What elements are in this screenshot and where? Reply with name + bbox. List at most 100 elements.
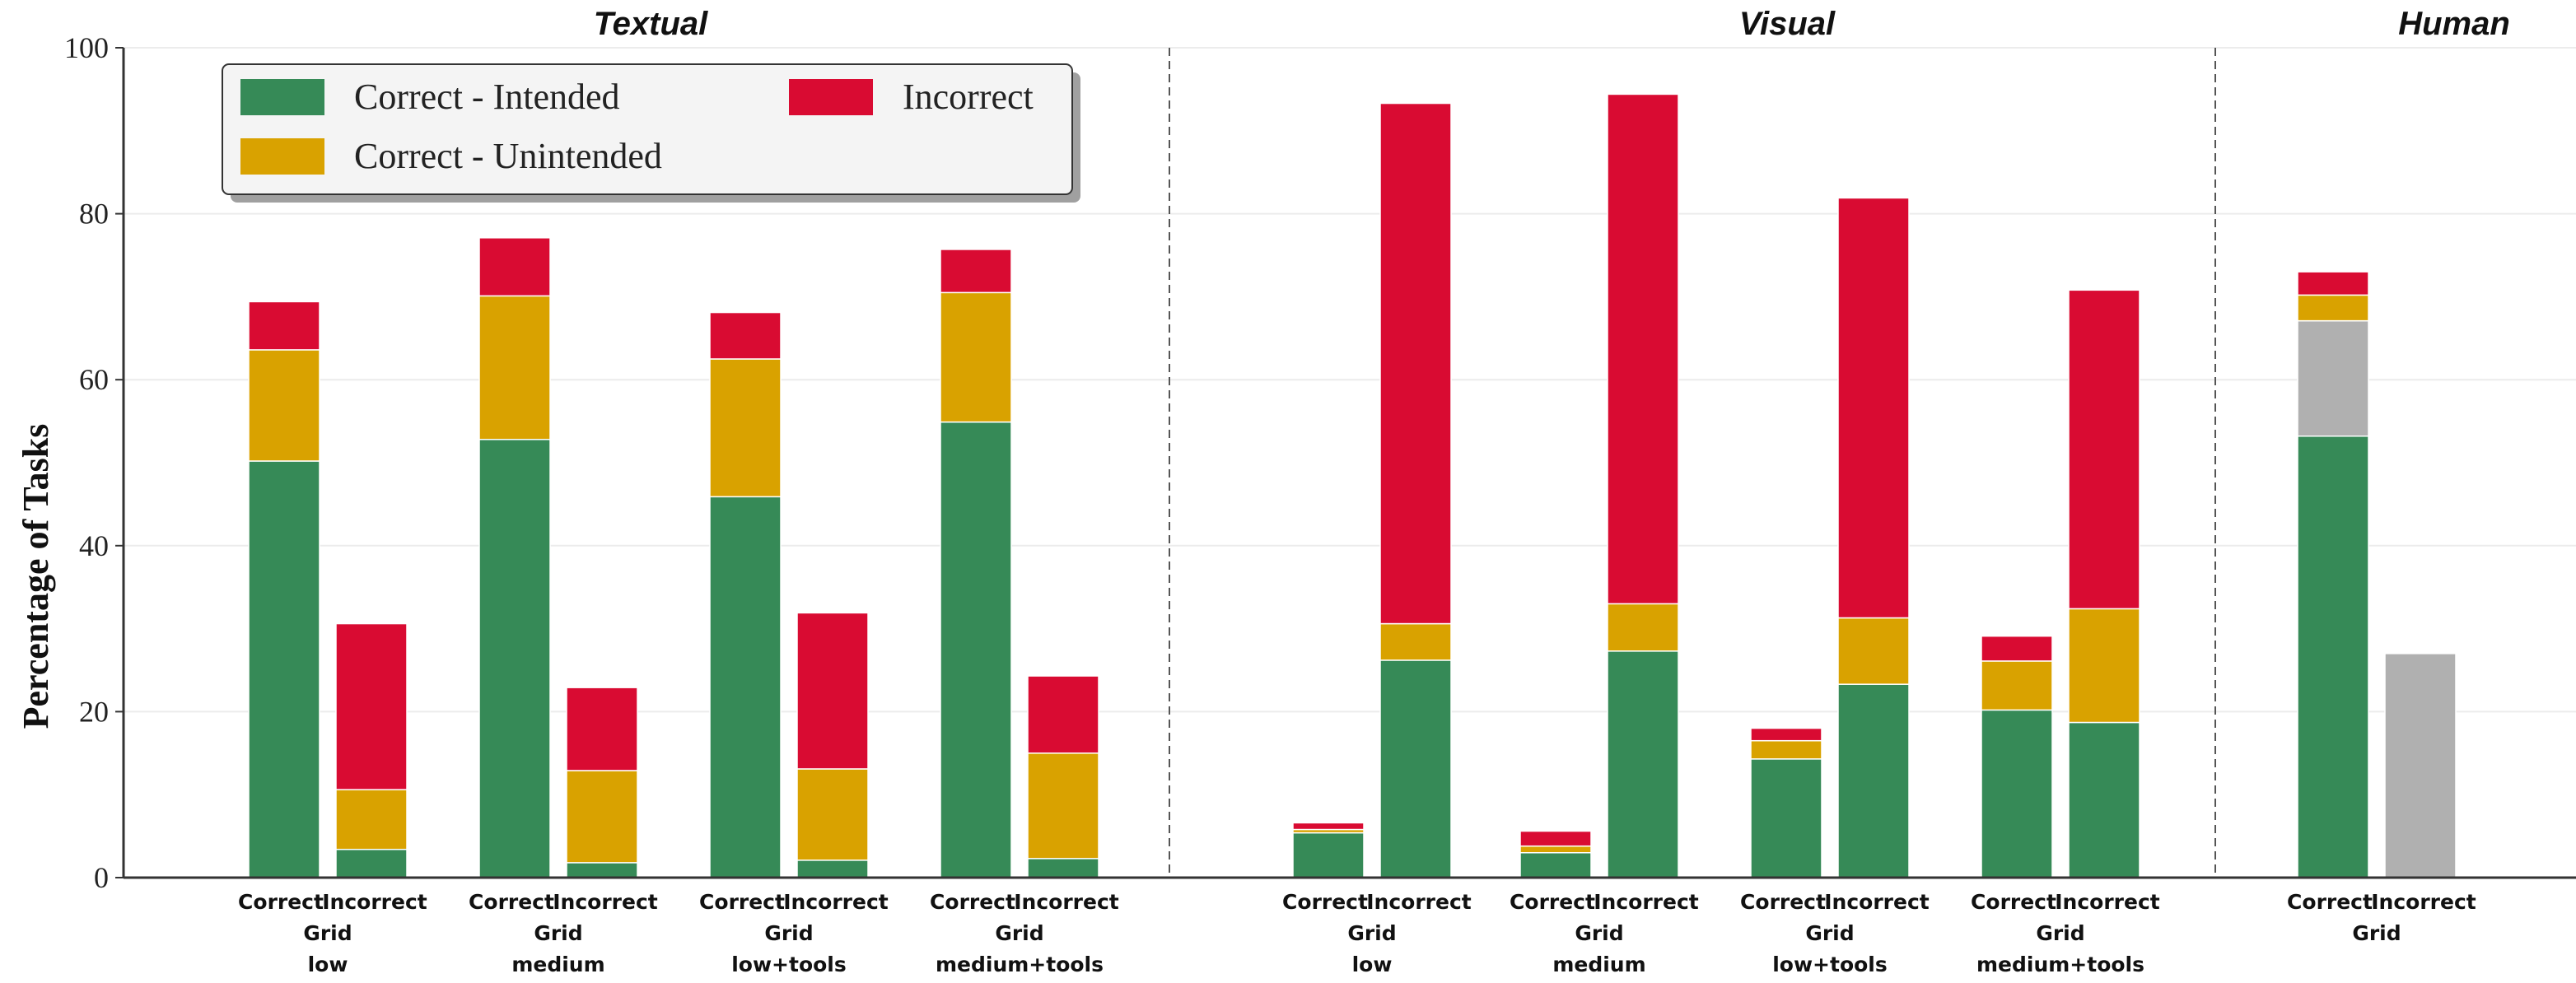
bar-label: Incorrect: [1366, 890, 1472, 914]
bar-segment-unintended: [796, 768, 869, 861]
group-label: Grid: [1347, 921, 1396, 945]
bar-segment-intended: [566, 862, 638, 878]
bar-segment-unintended: [1379, 622, 1452, 661]
bar-segment-intended: [478, 439, 551, 878]
bar-segment-incorrect: [566, 687, 638, 771]
bar-segment-incorrect: [1519, 830, 1592, 847]
legend-label: Incorrect: [903, 77, 1034, 117]
bar-label: Correct: [469, 890, 554, 914]
y-tick-label: 80: [79, 198, 109, 231]
bar-label: Correct: [930, 890, 1015, 914]
bar-segment-incorrect: [1027, 675, 1099, 754]
bar-segment-unintended: [1607, 603, 1679, 652]
legend-label: Correct - Unintended: [354, 136, 662, 176]
bar-segment-intended: [1027, 858, 1099, 878]
y-axis-ticks: 0 20 40 60 80 100: [64, 31, 124, 894]
bar-segment-intended: [2297, 435, 2369, 878]
bar-segment-intended: [1750, 758, 1822, 878]
group-label: Grid: [303, 921, 352, 945]
bar-segment-incorrect: [2068, 289, 2140, 610]
bar-segment-unintended: [1027, 752, 1099, 860]
bar-segment-incorrect: [478, 237, 551, 297]
bars: [248, 93, 2457, 878]
section-title: Textual: [594, 6, 708, 42]
bar-label: Incorrect: [1824, 890, 1930, 914]
group-label: Grid: [2036, 921, 2084, 945]
bar-label: Incorrect: [783, 890, 889, 914]
bar-segment-intended: [940, 421, 1012, 878]
bar-label: Correct: [1282, 890, 1368, 914]
group-label: medium+tools: [936, 953, 1104, 976]
y-tick-label: 100: [64, 31, 109, 64]
group-label: Grid: [995, 921, 1043, 945]
bar-segment-unintended: [1981, 660, 2053, 711]
bar-segment-intended: [1837, 683, 1910, 878]
bar-segment-incorrect: [1837, 197, 1910, 619]
y-tick-label: 40: [79, 529, 109, 562]
bar-label: Correct: [1510, 890, 1595, 914]
bar-segment-unintended: [335, 789, 408, 850]
bar-segment-intended: [1292, 832, 1365, 878]
bar-segment-unintended: [1750, 739, 1822, 760]
bar-label: Correct: [1740, 890, 1826, 914]
group-label: low+tools: [1772, 953, 1888, 976]
bar-segment-intended: [335, 848, 408, 878]
bar-label: Correct: [699, 890, 785, 914]
group-label: Grid: [534, 921, 582, 945]
bar-segment-unintended: [478, 295, 551, 440]
bar-label: Incorrect: [1594, 890, 1699, 914]
legend-label: Correct - Intended: [354, 77, 620, 117]
bar-segment-intended: [1981, 709, 2053, 878]
bar-label: Incorrect: [1014, 890, 1119, 914]
bar-segment-gray: [2297, 319, 2369, 437]
bar-segment-incorrect: [1981, 635, 2053, 662]
bar-segment-unintended: [1837, 617, 1910, 685]
bar-segment-unintended: [2297, 294, 2369, 322]
legend-swatch-incorrect: [789, 79, 873, 115]
bar-segment-intended: [1519, 852, 1592, 878]
bar-segment-intended: [709, 496, 782, 878]
y-tick-label: 20: [79, 695, 109, 728]
group-label: medium: [1552, 953, 1645, 976]
y-tick-label: 0: [94, 861, 109, 894]
bar-segment-incorrect: [335, 622, 408, 790]
bar-label: Incorrect: [322, 890, 427, 914]
section-titles: Textual Visual Human: [594, 6, 2510, 42]
bar-segment-intended: [248, 460, 320, 878]
bar-label: Incorrect: [2055, 890, 2160, 914]
legend-swatch-intended: [240, 79, 324, 115]
bar-label: Incorrect: [2371, 890, 2476, 914]
bar-segment-unintended: [248, 349, 320, 462]
bar-segment-unintended: [1519, 845, 1592, 854]
bar-segment-incorrect: [1379, 102, 1452, 625]
bar-segment-intended: [796, 860, 869, 878]
bar-segment-incorrect: [1607, 93, 1679, 605]
group-label: Grid: [764, 921, 813, 945]
x-axis-labels: CorrectIncorrectGridlowCorrectIncorrectG…: [238, 890, 2476, 976]
bar-segment-unintended: [940, 291, 1012, 423]
bar-segment-intended: [1607, 650, 1679, 878]
bar-segment-incorrect: [940, 249, 1012, 294]
bar-segment-intended: [2068, 721, 2140, 878]
section-title: Human: [2398, 6, 2510, 42]
bar-segment-intended: [1379, 659, 1452, 878]
y-tick-label: 60: [79, 363, 109, 396]
bar-label: Incorrect: [553, 890, 658, 914]
bar-segment-incorrect: [1292, 822, 1365, 831]
bar-segment-incorrect: [1750, 727, 1822, 742]
bar-label: Correct: [1971, 890, 2056, 914]
group-label: medium: [511, 953, 604, 976]
section-title: Visual: [1739, 6, 1836, 42]
bar-segment-gray: [2384, 653, 2457, 878]
group-label: Grid: [1575, 921, 1623, 945]
group-label: low: [1352, 953, 1393, 976]
bar-segment-incorrect: [709, 311, 782, 360]
bar-segment-incorrect: [2297, 271, 2369, 296]
bar-label: Correct: [238, 890, 324, 914]
bar-segment-unintended: [2068, 608, 2140, 724]
group-label: Grid: [1805, 921, 1854, 945]
group-label: medium+tools: [1976, 953, 2144, 976]
bar-segment-incorrect: [248, 300, 320, 351]
bar-segment-unintended: [566, 770, 638, 864]
